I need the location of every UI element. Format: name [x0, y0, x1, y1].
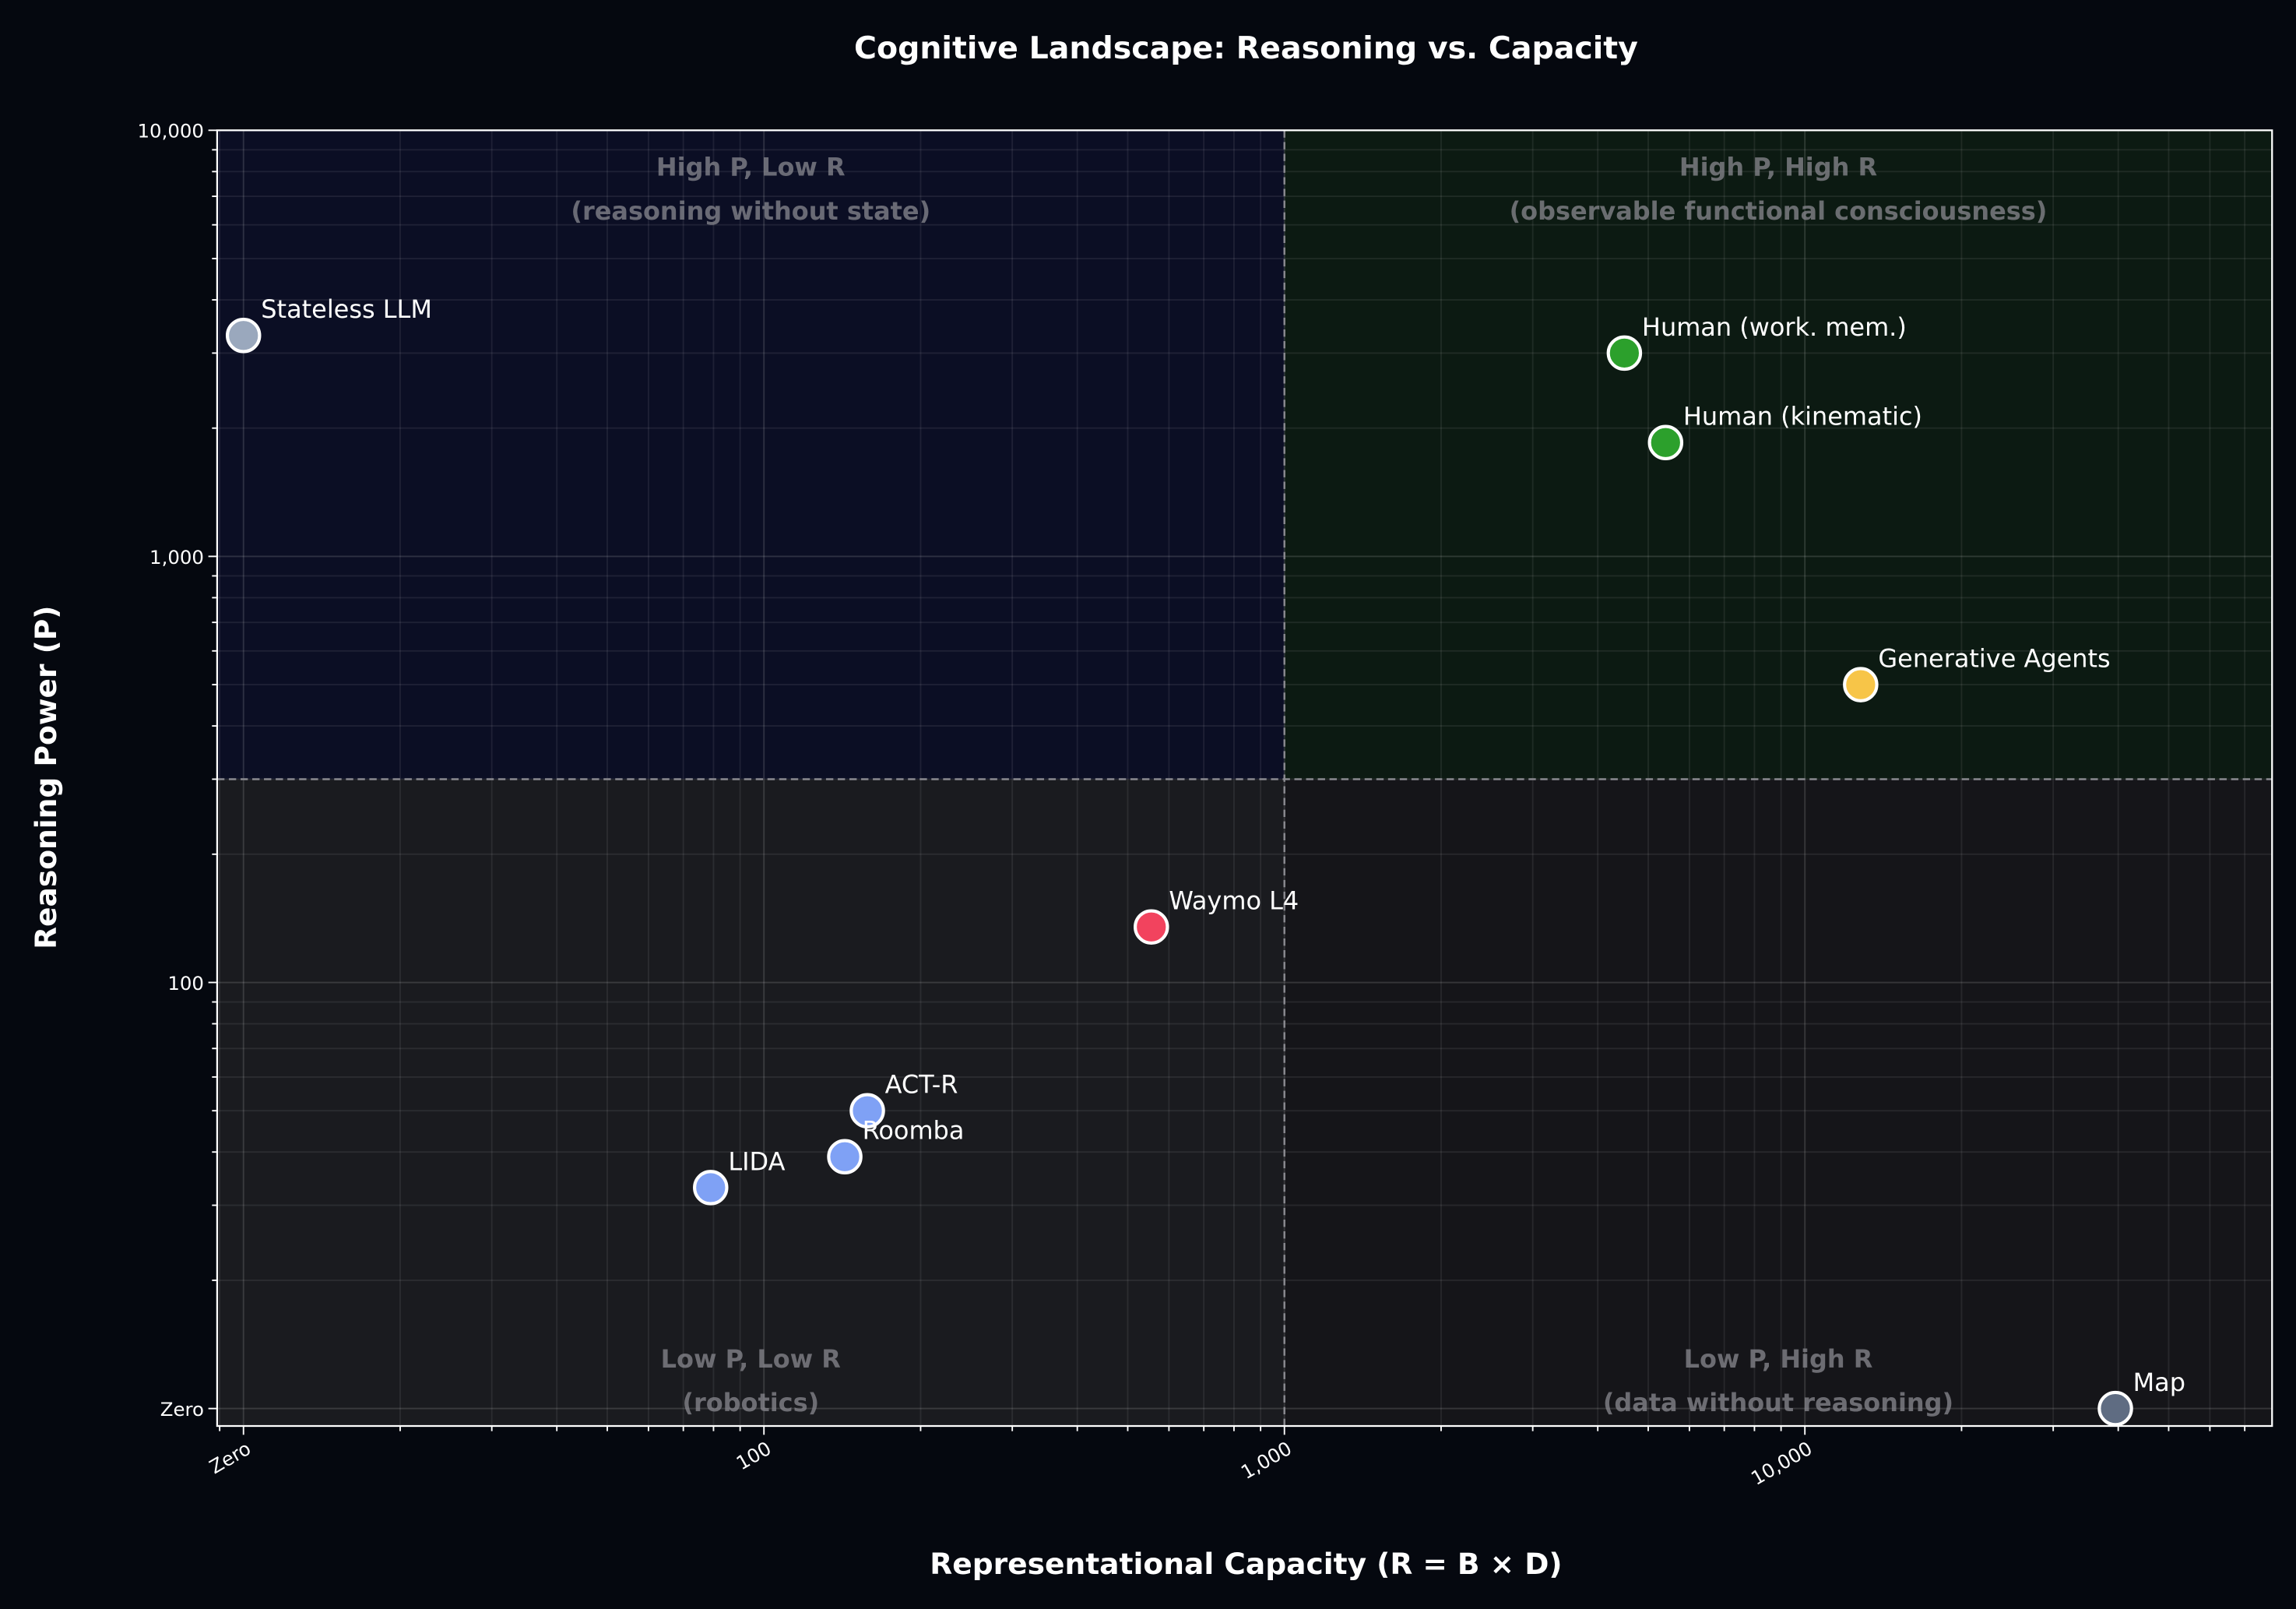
y-tick-label: Zero [160, 1398, 204, 1421]
quadrant-title: Low P, Low R [661, 1344, 841, 1374]
plot-frame [216, 129, 2273, 1428]
x-tick-label: 1,000 [1237, 1437, 1296, 1484]
plot-area: High P, Low R (reasoning without state)Hi… [138, 120, 2273, 1490]
quadrant-subtitle: (reasoning without state) [571, 196, 930, 226]
quadrant-high-p-low-r [216, 130, 1285, 780]
quadrant-subtitle: (robotics) [682, 1388, 819, 1417]
chart-title: Cognitive Landscape: Reasoning vs. Capac… [854, 30, 1638, 66]
quadrant-title: Low P, High R [1684, 1344, 1873, 1374]
data-point [827, 1139, 863, 1174]
quadrant-label: High P, High R (observable functional con… [1510, 153, 2048, 226]
quadrant-subtitle: (observable functional consciousness) [1510, 196, 2048, 226]
point-label: LIDA [728, 1146, 785, 1176]
quadrant-high-p-high-r [1284, 130, 2273, 780]
data-point [2097, 1390, 2133, 1427]
y-axis-label: Reasoning Power (P) [29, 606, 63, 949]
quadrant-label: Low P, High R (data without reasoning) [1603, 1344, 1953, 1417]
point-label: Generative Agents [1878, 644, 2110, 674]
quadrant-title: High P, Low R [656, 153, 846, 182]
x-tick-label: 10,000 [1747, 1437, 1816, 1490]
quadrant-title: High P, High R [1679, 153, 1877, 182]
point-label: Human (work. mem.) [1642, 312, 1907, 342]
quadrant-label: Low P, Low R (robotics) [661, 1344, 841, 1417]
data-point [1134, 909, 1169, 945]
x-tick-label: 100 [733, 1437, 775, 1474]
x-tick-label: Zero [206, 1437, 255, 1478]
y-tick-label: 100 [167, 972, 204, 995]
point-label: Human (kinematic) [1683, 402, 1922, 431]
point-label: ACT-R [885, 1070, 958, 1100]
x-axis-label: Representational Capacity (R = B × D) [930, 1547, 1562, 1581]
quadrant-low-p-low-r [216, 779, 1285, 1427]
point-label: Map [2133, 1368, 2185, 1397]
data-point [1843, 667, 1879, 702]
data-point [1647, 424, 1684, 460]
point-label: Roomba [863, 1116, 965, 1146]
quadrant-label: High P, Low R (reasoning without state) [571, 153, 930, 226]
point-label: Waymo L4 [1169, 886, 1299, 916]
quadrant-low-p-high-r [1284, 779, 2273, 1427]
y-tick-label: 10,000 [138, 120, 204, 143]
data-point [225, 317, 262, 354]
point-label: Stateless LLM [261, 294, 432, 324]
data-point [1606, 335, 1643, 371]
data-point [693, 1170, 729, 1206]
y-tick-label: 1,000 [149, 546, 204, 569]
quadrant-subtitle: (data without reasoning) [1603, 1388, 1953, 1417]
data-point [849, 1093, 885, 1128]
